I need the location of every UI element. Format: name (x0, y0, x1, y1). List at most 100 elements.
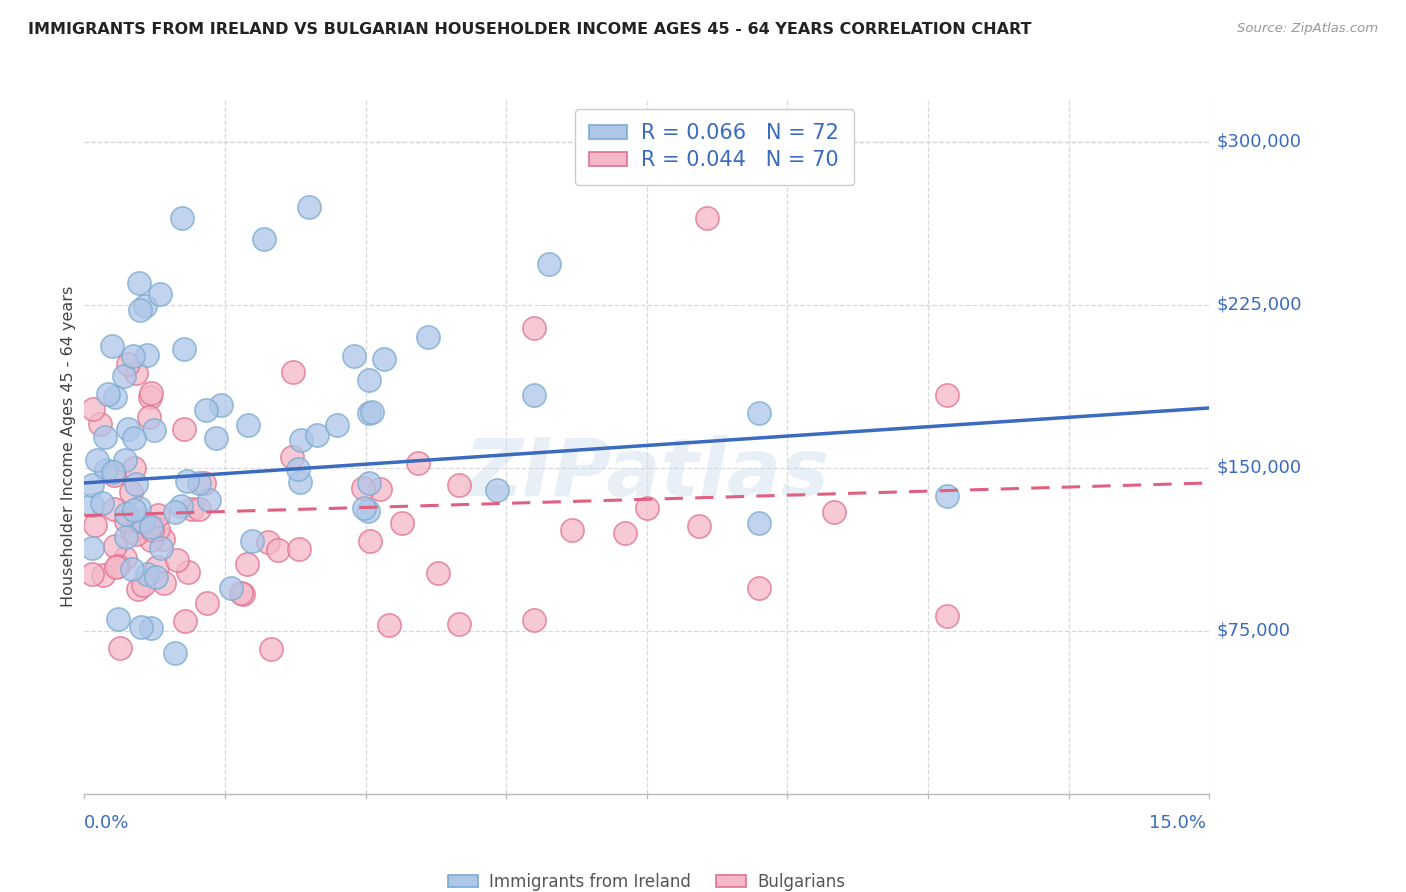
Point (125, 476, 148, 491)
Point (149, 286, 172, 301)
Point (198, 493, 221, 508)
Point (391, 516, 413, 530)
Point (173, 422, 195, 436)
Point (104, 391, 127, 405)
Point (129, 620, 152, 634)
Point (194, 403, 217, 417)
Point (114, 453, 136, 467)
Point (112, 369, 135, 384)
Point (181, 501, 204, 516)
Point (138, 410, 160, 425)
Point (748, 406, 770, 420)
Text: 15.0%: 15.0% (1149, 814, 1206, 831)
Point (107, 612, 129, 626)
Text: Source: ZipAtlas.com: Source: ZipAtlas.com (1237, 22, 1378, 36)
Text: ZIPatlas: ZIPatlas (464, 434, 830, 513)
Point (80, 478, 103, 492)
Point (290, 433, 312, 447)
Point (359, 475, 381, 490)
Point (197, 596, 219, 610)
Point (103, 465, 125, 479)
Point (416, 330, 439, 344)
Point (125, 367, 148, 381)
Point (124, 503, 146, 517)
Point (343, 349, 366, 363)
Point (561, 523, 583, 537)
Point (357, 504, 380, 518)
Point (89, 417, 111, 431)
Point (426, 566, 449, 581)
Point (128, 303, 150, 318)
Point (138, 516, 160, 531)
Point (287, 462, 309, 476)
Point (114, 550, 136, 565)
Point (193, 475, 215, 490)
Point (187, 475, 209, 490)
Point (117, 422, 139, 436)
Point (91, 496, 114, 510)
Point (935, 387, 957, 401)
Point (406, 456, 429, 470)
Point (103, 501, 125, 516)
Point (166, 553, 188, 567)
Point (209, 398, 232, 412)
Point (614, 526, 637, 541)
Point (232, 586, 254, 600)
Point (134, 299, 156, 313)
Point (146, 508, 169, 522)
Point (163, 505, 186, 519)
Point (636, 501, 658, 516)
Point (80, 566, 103, 581)
Point (449, 617, 471, 632)
Text: $150,000: $150,000 (1216, 458, 1302, 476)
Point (104, 560, 127, 574)
Point (748, 516, 770, 530)
Point (174, 614, 197, 628)
Point (122, 460, 145, 475)
Point (120, 485, 142, 500)
Text: $300,000: $300,000 (1216, 133, 1301, 151)
Point (326, 417, 349, 432)
Point (139, 520, 162, 534)
Point (121, 524, 143, 538)
Point (523, 321, 546, 335)
Point (139, 533, 162, 547)
Point (688, 518, 710, 533)
Point (107, 559, 129, 574)
Point (132, 514, 155, 528)
Point (125, 527, 148, 541)
Point (748, 582, 770, 596)
Point (935, 489, 957, 503)
Point (696, 211, 718, 225)
Point (257, 534, 280, 549)
Point (91, 568, 114, 582)
Point (136, 349, 159, 363)
Point (80, 498, 103, 512)
Point (97, 387, 120, 401)
Point (177, 565, 200, 579)
Point (142, 423, 165, 437)
Point (121, 350, 143, 364)
Point (170, 211, 193, 225)
Point (305, 427, 328, 442)
Point (173, 342, 195, 356)
Point (219, 582, 242, 596)
Point (253, 232, 276, 246)
Point (132, 578, 155, 592)
Text: 0.0%: 0.0% (84, 814, 129, 831)
Point (523, 613, 546, 627)
Point (373, 351, 395, 366)
Point (165, 646, 187, 660)
Point (283, 365, 305, 379)
Point (84, 518, 107, 533)
Point (101, 339, 124, 353)
Point (141, 385, 163, 400)
Point (139, 621, 162, 635)
Point (236, 418, 259, 433)
Point (229, 586, 252, 600)
Point (149, 541, 172, 555)
Point (288, 475, 311, 489)
Point (115, 507, 138, 521)
Point (205, 431, 228, 445)
Point (128, 501, 150, 516)
